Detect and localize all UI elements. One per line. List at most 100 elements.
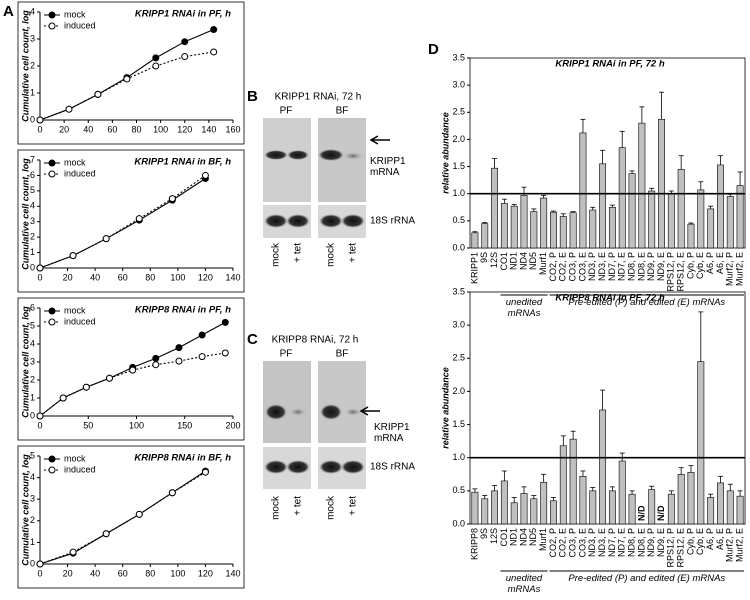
x-tick-label: Cyb, P	[685, 528, 695, 555]
band	[290, 408, 306, 416]
bar	[471, 232, 479, 249]
bar	[559, 216, 567, 249]
y-tick-label: 4	[30, 472, 35, 482]
bar	[687, 471, 695, 525]
y-tick-label: 2.5	[452, 107, 465, 117]
data-point	[94, 90, 102, 98]
bar	[589, 209, 597, 249]
data-point	[198, 331, 206, 339]
x-tick-label: ND7, P	[607, 252, 617, 281]
chart-title: KRIPP1 RNAi in BF, h	[134, 157, 231, 168]
y-tick-label: 2	[30, 60, 35, 70]
sample-label: mock	[271, 495, 282, 520]
blot-image	[263, 118, 311, 202]
legend-label: mock	[64, 9, 86, 19]
x-tick-label: CO3, E	[577, 252, 587, 282]
y-tick-label: 0	[30, 114, 35, 124]
legend-label: induced	[64, 316, 96, 326]
x-tick-label: 140	[225, 568, 240, 578]
x-tick-label: 0	[37, 124, 42, 134]
x-tick-label: 9S	[479, 528, 489, 539]
y-tick-label: 1	[30, 537, 35, 547]
x-tick-label: 120	[198, 272, 213, 282]
data-point	[152, 354, 160, 362]
bar	[608, 490, 616, 525]
x-tick-label: CO1	[499, 528, 509, 547]
bar	[510, 502, 518, 525]
bar	[491, 490, 498, 525]
y-tick-label: 1.5	[452, 161, 465, 171]
y-tick-label: 0.0	[452, 242, 465, 252]
data-point	[135, 215, 143, 223]
y-tick-label: 4	[30, 201, 35, 211]
legend-marker	[48, 11, 56, 19]
y-tick-label: 2	[30, 515, 35, 525]
x-tick-label: 0	[37, 568, 42, 578]
y-tick-label: 3	[30, 216, 35, 226]
data-point	[152, 361, 160, 369]
y-tick-label: 0.5	[452, 215, 465, 225]
y-tick-label: 3	[30, 33, 35, 43]
plot-frame	[469, 291, 746, 525]
data-point	[105, 374, 113, 382]
legend-marker	[48, 318, 56, 326]
x-tick-label: ND9, E	[656, 252, 666, 281]
x-tick-label: ND5	[528, 528, 538, 546]
data-point	[168, 195, 176, 203]
x-tick-label: 80	[145, 272, 155, 282]
sample-label: + tet	[293, 496, 304, 516]
x-tick-label: 120	[198, 568, 213, 578]
control-label: 18S rRNA	[370, 462, 415, 473]
x-tick-label: Murf1	[538, 528, 548, 551]
sample-label: + tet	[348, 243, 359, 263]
data-point	[82, 383, 90, 391]
x-tick-label: 12S	[489, 528, 499, 544]
data-point	[168, 489, 176, 497]
y-tick-label: 1	[30, 392, 35, 402]
blot-c: KRIPP8 RNAi, 72 h PF BF KRIPP1 mRNA 18S …	[263, 335, 415, 520]
sample-label: + tet	[348, 496, 359, 516]
chart-title: KRIPP1 RNAi in PF, 72 h	[555, 59, 664, 70]
y-tick-label: 0	[30, 558, 35, 568]
group-label: unedited mRNAs	[505, 297, 543, 319]
bar	[618, 460, 626, 525]
bar	[717, 164, 724, 249]
blot-title: KRIPP8 RNAi, 72 h	[272, 335, 359, 346]
x-tick-label: ND9, E	[656, 528, 666, 557]
bar	[628, 173, 636, 249]
x-tick-label: 120	[177, 124, 192, 134]
y-tick-label: 1.5	[452, 419, 465, 429]
band-label: KRIPP1 mRNA	[370, 156, 406, 178]
bar	[726, 490, 734, 525]
data-point	[221, 318, 229, 326]
x-tick-label: 100	[153, 124, 168, 134]
x-tick-label: 100	[129, 420, 144, 430]
value-label: N/D	[656, 505, 666, 521]
bar	[481, 223, 489, 249]
bar	[697, 361, 705, 525]
x-tick-label: Murf1	[538, 252, 548, 275]
x-tick-label: ND7, E	[617, 252, 627, 281]
series-line	[39, 470, 206, 565]
x-tick-label: Murf2, E	[734, 528, 744, 562]
data-point	[123, 75, 131, 83]
bar	[618, 147, 626, 249]
chart-frame	[17, 297, 245, 441]
y-tick-label: 3	[30, 494, 35, 504]
x-tick-label: 100	[170, 568, 185, 578]
bar	[736, 185, 744, 249]
y-tick-label: 7	[30, 154, 35, 164]
series-line	[39, 174, 206, 269]
band	[341, 460, 365, 474]
bar	[510, 205, 518, 249]
bar	[658, 119, 665, 249]
x-tick-label: 150	[177, 420, 192, 430]
x-tick-label: RPS12, P	[666, 252, 676, 292]
bar	[481, 498, 489, 525]
y-tick-label: 4	[30, 6, 35, 16]
x-tick-label: ND9, P	[646, 528, 656, 557]
x-tick-label: 40	[90, 568, 100, 578]
x-tick-label: ND4	[518, 252, 528, 270]
x-tick-label: ND7, P	[607, 528, 617, 557]
y-tick-label: 1	[30, 87, 35, 97]
